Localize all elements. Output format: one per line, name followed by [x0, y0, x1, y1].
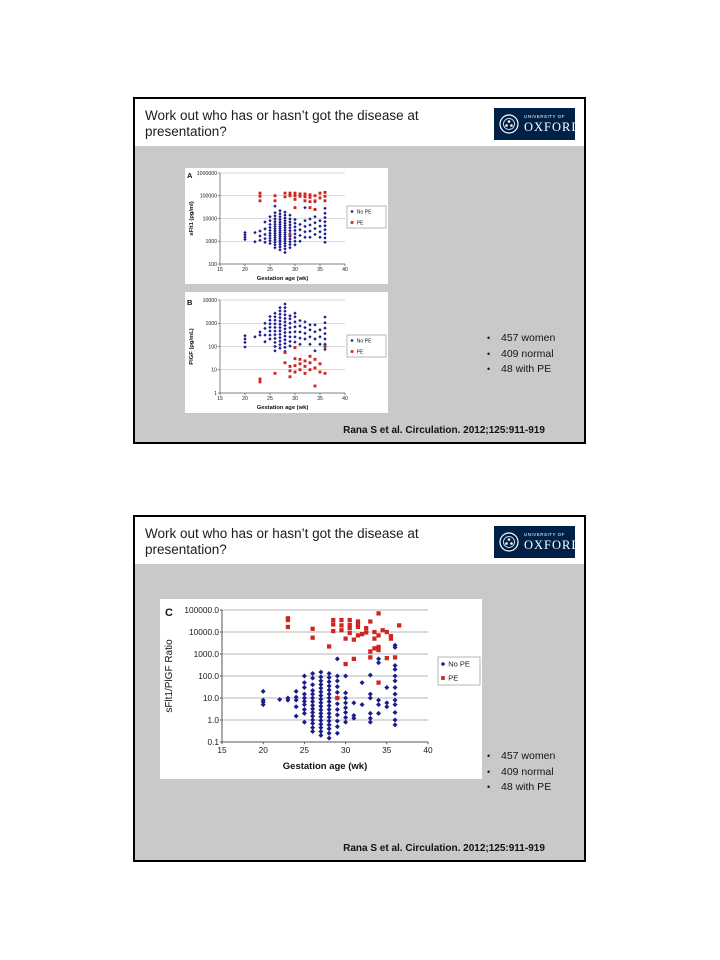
svg-text:100.0: 100.0 — [198, 671, 219, 681]
svg-text:Gestation age (wk): Gestation age (wk) — [283, 761, 367, 772]
bullet-text: 457 women — [501, 332, 556, 344]
svg-text:10: 10 — [211, 368, 217, 374]
bullet-text: 48 with PE — [501, 363, 552, 375]
svg-text:35: 35 — [317, 396, 323, 402]
svg-text:25: 25 — [267, 267, 273, 273]
slide-2: Work out who has or hasn’t got the disea… — [133, 515, 586, 862]
bullet-dot: • — [487, 364, 491, 374]
bullet-item: • 409 normal — [487, 766, 555, 778]
svg-text:20: 20 — [259, 745, 269, 755]
svg-text:10.0: 10.0 — [203, 693, 220, 703]
svg-text:PE: PE — [357, 220, 364, 226]
oxford-logo-line1: UNIVERSITY OF — [524, 114, 565, 119]
svg-text:25: 25 — [300, 745, 310, 755]
oxford-logo-text: UNIVERSITY OF OXFORD — [524, 532, 582, 552]
svg-text:15: 15 — [217, 745, 227, 755]
chart-panel-c: 0.1 1.0 10.0 100.0 1000.0 10000.0 100000.0 15 20… — [160, 599, 482, 779]
svg-text:10000.0: 10000.0 — [189, 627, 219, 637]
chart-panel-a: 100 1000 10000 100000 1000000 15 20 25 30 35 40 Ges… — [185, 168, 388, 284]
svg-text:40: 40 — [342, 396, 348, 402]
svg-text:1: 1 — [214, 391, 217, 397]
svg-text:30: 30 — [341, 745, 351, 755]
oxford-logo-line1: UNIVERSITY OF — [524, 532, 565, 537]
bullet-text: 409 normal — [501, 347, 554, 360]
bullet-item: • 457 women — [487, 332, 555, 344]
svg-text:30: 30 — [292, 396, 298, 402]
svg-text:No PE: No PE — [357, 338, 373, 344]
bullet-item: • 457 women — [487, 750, 555, 762]
svg-text:C: C — [165, 607, 173, 619]
bullet-dot: • — [487, 766, 491, 777]
svg-text:30: 30 — [292, 267, 298, 273]
svg-text:Gestation age (wk): Gestation age (wk) — [257, 405, 309, 411]
slide-title: Work out who has or hasn’t got the disea… — [145, 526, 419, 557]
svg-text:15: 15 — [217, 267, 223, 273]
svg-text:0.1: 0.1 — [207, 737, 219, 747]
svg-text:A: A — [187, 171, 193, 180]
bullet-dot: • — [487, 348, 491, 359]
svg-text:No PE: No PE — [448, 660, 470, 669]
oxford-logo: UNIVERSITY OF OXFORD — [494, 526, 580, 558]
bullet-item: • 48 with PE — [487, 781, 555, 793]
scatter-chart-sflt1: 100 1000 10000 100000 1000000 15 20 25 30 35 40 Ges… — [185, 168, 388, 284]
bullet-list: • 457 women • 409 normal • 48 with PE — [487, 750, 555, 797]
bullet-list: • 457 women • 409 normal • 48 with PE — [487, 332, 555, 379]
svg-text:B: B — [187, 298, 193, 307]
svg-text:PE: PE — [357, 349, 364, 355]
citation: Rana S et al. Circulation. 2012;125:911-… — [343, 843, 545, 854]
svg-text:PlGF (pg/mL): PlGF (pg/mL) — [189, 328, 195, 364]
svg-text:100: 100 — [208, 262, 217, 268]
slide-1-titlebar: Work out who has or hasn’t got the disea… — [135, 99, 584, 146]
svg-text:25: 25 — [267, 396, 273, 402]
svg-text:15: 15 — [217, 396, 223, 402]
slide-title: Work out who has or hasn’t got the disea… — [145, 108, 419, 139]
bullet-text: 409 normal — [501, 765, 554, 778]
oxford-crest-icon — [499, 532, 519, 552]
bullet-item: • 409 normal — [487, 348, 555, 360]
svg-text:35: 35 — [382, 745, 392, 755]
svg-text:10000: 10000 — [203, 298, 218, 304]
bullet-text: 48 with PE — [501, 781, 552, 793]
svg-text:10000: 10000 — [203, 216, 218, 222]
svg-text:1000000: 1000000 — [197, 171, 217, 177]
svg-text:sFlt1/PlGF Ratio: sFlt1/PlGF Ratio — [164, 639, 175, 713]
oxford-logo: UNIVERSITY OF OXFORD — [494, 108, 580, 140]
oxford-crest-icon — [499, 114, 519, 134]
bullet-dot: • — [487, 751, 491, 761]
bullet-item: • 48 with PE — [487, 363, 555, 375]
scatter-chart-ratio: 0.1 1.0 10.0 100.0 1000.0 10000.0 100000.0 15 20… — [160, 599, 482, 779]
chart-panel-b: 1 10 100 1000 10000 15 20 25 30 35 40 Gestation age… — [185, 292, 388, 413]
oxford-logo-line2: OXFORD — [524, 537, 582, 552]
bullet-text: 457 women — [501, 750, 556, 762]
svg-text:100000: 100000 — [200, 194, 217, 200]
slide-1: Work out who has or hasn’t got the disea… — [133, 97, 586, 444]
svg-text:35: 35 — [317, 267, 323, 273]
svg-text:40: 40 — [342, 267, 348, 273]
oxford-logo-text: UNIVERSITY OF OXFORD — [524, 114, 582, 134]
slide-2-titlebar: Work out who has or hasn’t got the disea… — [135, 517, 584, 564]
svg-text:Gestation age (wk): Gestation age (wk) — [257, 276, 309, 282]
svg-text:1000: 1000 — [205, 321, 217, 327]
svg-text:100: 100 — [208, 344, 217, 350]
scatter-chart-plgf: 1 10 100 1000 10000 15 20 25 30 35 40 Gestation age… — [185, 292, 388, 413]
svg-text:1000.0: 1000.0 — [194, 649, 220, 659]
citation: Rana S et al. Circulation. 2012;125:911-… — [343, 425, 545, 436]
svg-text:20: 20 — [242, 396, 248, 402]
svg-text:1.0: 1.0 — [207, 715, 219, 725]
svg-text:PE: PE — [448, 674, 458, 683]
svg-text:No PE: No PE — [357, 209, 373, 215]
svg-text:20: 20 — [242, 267, 248, 273]
svg-text:100000.0: 100000.0 — [184, 605, 219, 615]
svg-text:40: 40 — [423, 745, 433, 755]
bullet-dot: • — [487, 333, 491, 343]
oxford-logo-line2: OXFORD — [524, 119, 582, 134]
svg-text:1000: 1000 — [205, 239, 217, 245]
svg-text:sFlt1 (pg/ml): sFlt1 (pg/ml) — [189, 201, 195, 236]
bullet-dot: • — [487, 782, 491, 792]
